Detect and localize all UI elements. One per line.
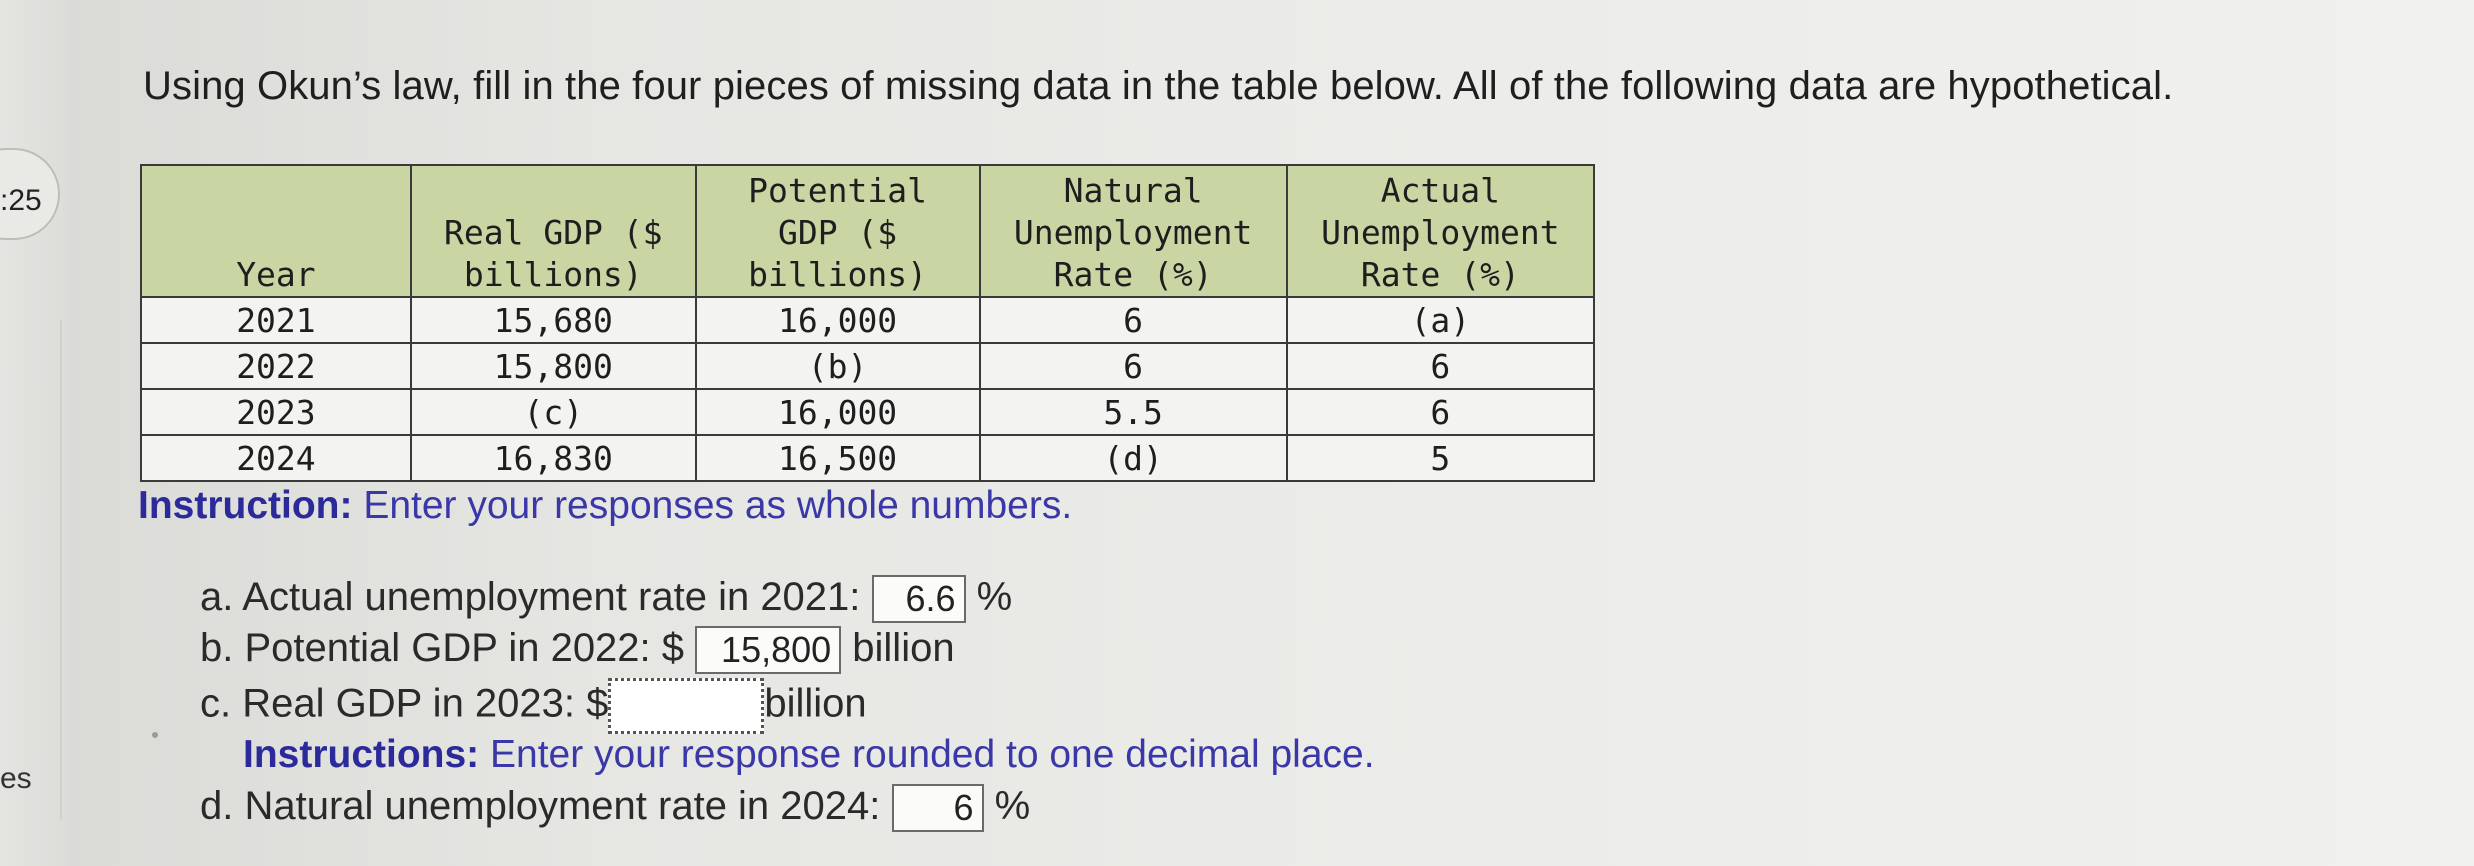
instruction-bold: Instruction:: [138, 484, 353, 527]
table-header-row: Year Real GDP ($ billions) Potential GDP…: [140, 164, 1596, 298]
table-row: 2024 16,830 16,500 (d) 5: [140, 434, 1596, 482]
side-label: es: [0, 762, 32, 795]
cell-natural-rate: (d): [978, 434, 1288, 482]
answer-d-input[interactable]: 6: [891, 784, 984, 833]
left-panel-strip: [0, 0, 68, 866]
answer-c-suffix: billion: [764, 681, 867, 726]
answer-c-instructions-text: Enter your response rounded to one decim…: [479, 733, 1375, 776]
table-row: 2021 15,680 16,000 6 (a): [140, 296, 1596, 344]
cell-potential-gdp: (b): [694, 342, 981, 390]
cell-real-gdp: 16,830: [409, 434, 697, 482]
table-instruction: Instruction: Enter your responses as who…: [138, 484, 1072, 528]
cell-real-gdp: 15,680: [409, 296, 697, 344]
answer-d-label: d. Natural unemployment rate in 2024:: [200, 784, 881, 828]
cell-actual-rate: 5: [1285, 434, 1596, 482]
answer-b-label: b. Potential GDP in 2022: $: [200, 626, 685, 670]
cell-actual-rate: 6: [1285, 342, 1596, 390]
header-potential-gdp: Potential GDP ($ billions): [694, 164, 981, 298]
cell-real-gdp: (c): [409, 388, 697, 436]
answer-a-suffix: %: [976, 575, 1013, 619]
cell-real-gdp: 15,800: [409, 342, 697, 390]
cell-potential-gdp: 16,500: [694, 434, 981, 482]
cell-year: 2021: [140, 296, 412, 344]
cell-natural-rate: 6: [978, 296, 1288, 344]
answer-c-input[interactable]: [608, 678, 765, 734]
panel-divider: [60, 320, 62, 820]
cell-natural-rate: 5.5: [978, 388, 1288, 436]
header-year: Year: [140, 164, 412, 298]
answer-a-input[interactable]: 6.6: [871, 575, 966, 624]
decorative-dot: [152, 732, 158, 738]
cell-year: 2022: [140, 342, 412, 390]
cell-potential-gdp: 16,000: [694, 296, 981, 344]
data-table: Year Real GDP ($ billions) Potential GDP…: [140, 164, 1596, 482]
answer-d-line: d. Natural unemployment rate in 2024: 6 …: [200, 784, 1031, 833]
cell-year: 2023: [140, 388, 412, 436]
cell-natural-rate: 6: [978, 342, 1288, 390]
answer-b-line: b. Potential GDP in 2022: $ 15,800 billi…: [200, 626, 955, 675]
table-row: 2023 (c) 16,000 5.5 6: [140, 388, 1596, 436]
answer-b-suffix: billion: [852, 626, 955, 670]
answer-c-label: c. Real GDP in 2023: $: [200, 681, 609, 726]
answer-b-input[interactable]: 15,800: [695, 626, 842, 675]
answer-d-suffix: %: [994, 784, 1031, 828]
answer-c-instructions-bold: Instructions:: [243, 733, 480, 776]
cell-actual-rate: 6: [1285, 388, 1596, 436]
data-table-container: Year Real GDP ($ billions) Potential GDP…: [140, 164, 1596, 482]
table-row: 2022 15,800 (b) 6 6: [140, 342, 1596, 390]
answer-a-label: a. Actual unemployment rate in 2021:: [200, 575, 861, 619]
header-real-gdp: Real GDP ($ billions): [409, 164, 697, 298]
answer-c-instructions: Instructions: Enter your response rounde…: [243, 733, 1375, 777]
instruction-text: Enter your responses as whole numbers.: [352, 484, 1073, 527]
header-actual-unemployment: Actual Unemployment Rate (%): [1285, 164, 1596, 298]
answer-a-line: a. Actual unemployment rate in 2021: 6.6…: [200, 575, 1013, 624]
timer-text: :25: [0, 184, 42, 217]
cell-potential-gdp: 16,000: [694, 388, 981, 436]
header-natural-unemployment: Natural Unemployment Rate (%): [978, 164, 1288, 298]
cell-actual-rate: (a): [1285, 296, 1596, 344]
question-text: Using Okun’s law, fill in the four piece…: [143, 64, 2174, 108]
cell-year: 2024: [140, 434, 412, 482]
answer-c-line: c. Real GDP in 2023: $ billion: [200, 678, 867, 734]
